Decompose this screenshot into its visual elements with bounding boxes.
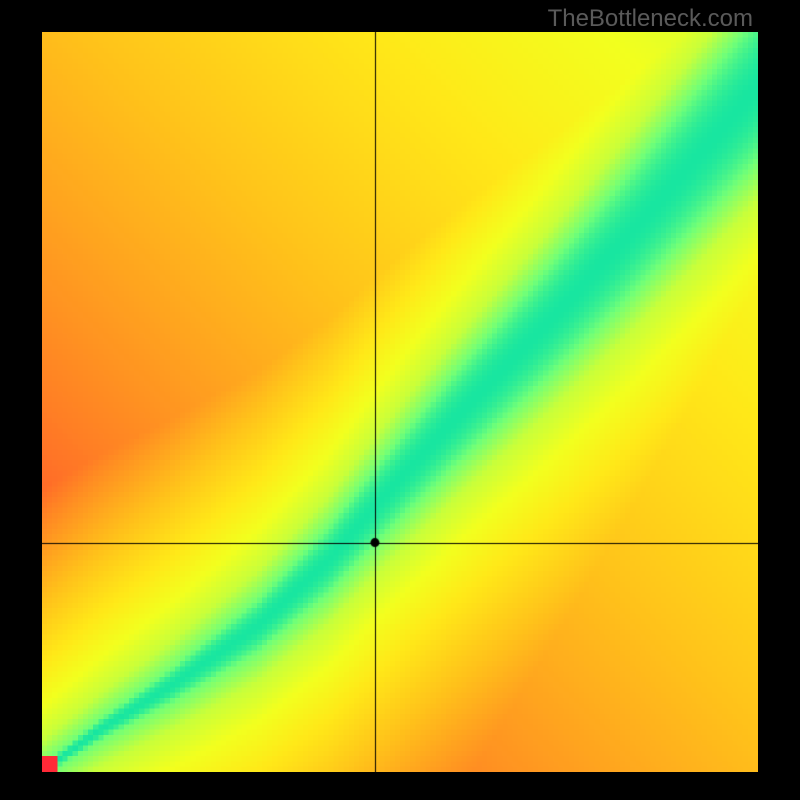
- chart-container: TheBottleneck.com: [0, 0, 800, 800]
- crosshair-overlay: [42, 32, 758, 772]
- watermark-text: TheBottleneck.com: [548, 5, 753, 33]
